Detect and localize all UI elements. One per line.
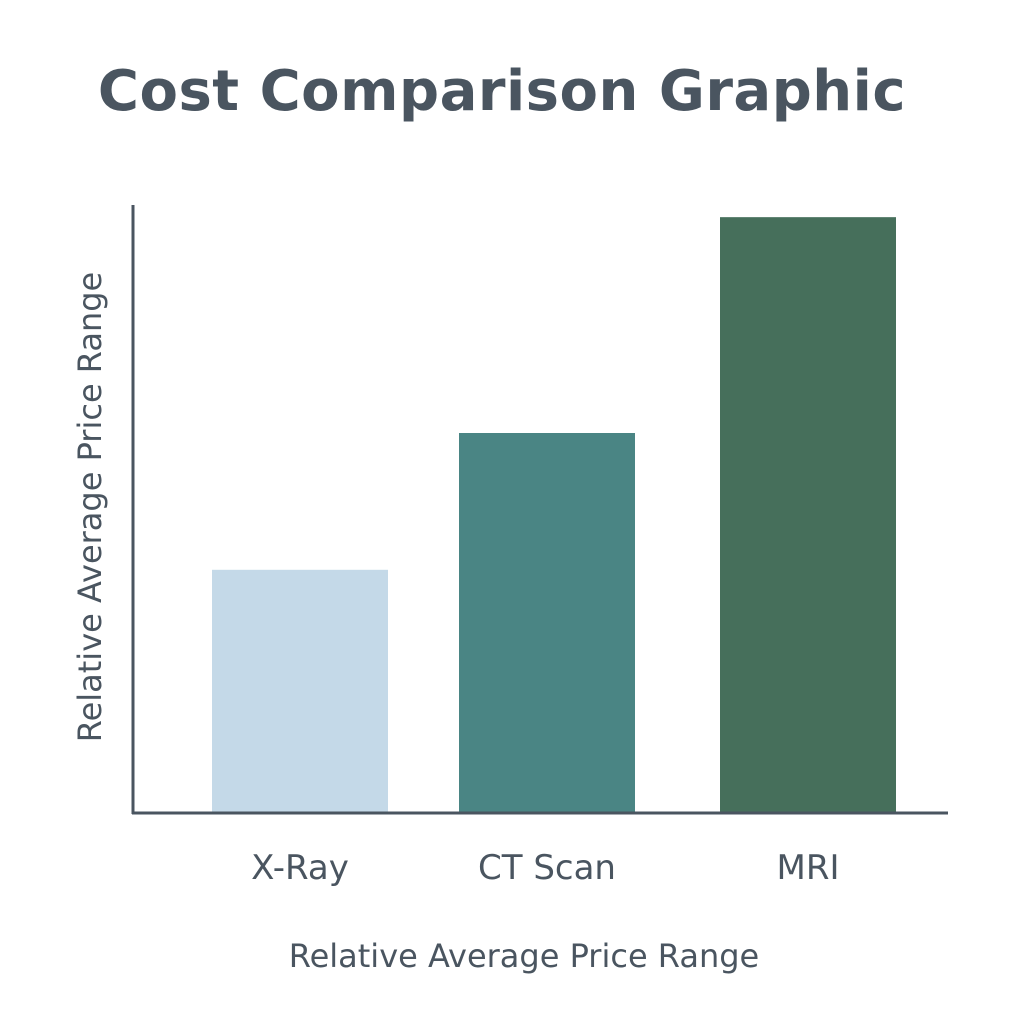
- bars-layer: [212, 217, 896, 813]
- x-tick-label: CT Scan: [478, 848, 616, 888]
- bar-mri: [720, 217, 896, 813]
- x-tick-labels: X-Ray CT Scan MRI: [251, 848, 839, 888]
- bar-ct-scan: [459, 433, 635, 813]
- chart-title: Cost Comparison Graphic: [97, 59, 907, 124]
- x-axis-title: Relative Average Price Range: [289, 937, 759, 975]
- x-tick-label: X-Ray: [251, 848, 349, 888]
- bar-x-ray: [212, 569, 388, 813]
- x-tick-label: MRI: [777, 848, 840, 888]
- y-axis-title: Relative Average Price Range: [71, 272, 109, 742]
